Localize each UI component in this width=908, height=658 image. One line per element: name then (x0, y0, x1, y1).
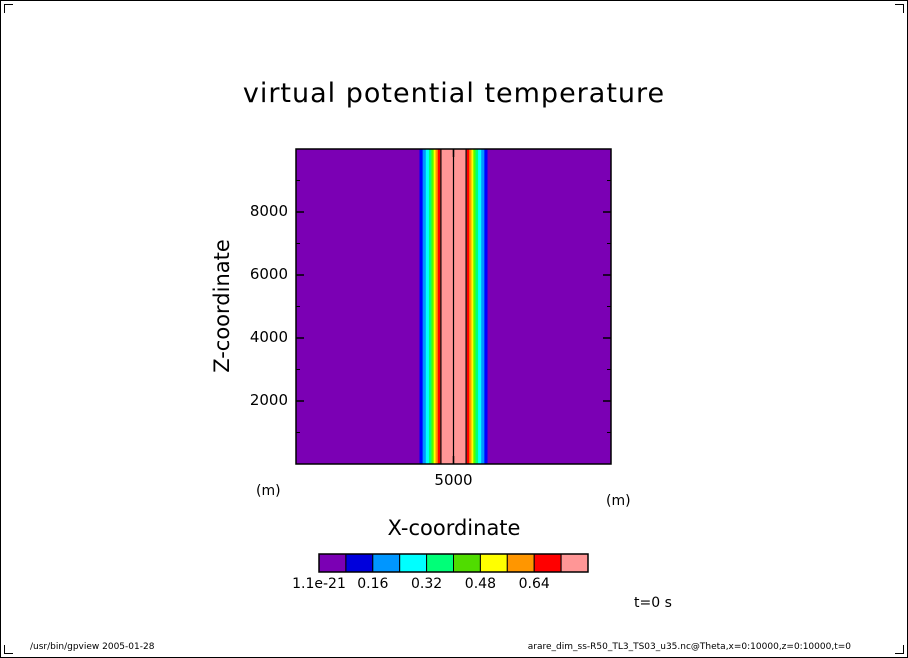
colorbar-label: 0.64 (518, 576, 550, 592)
colorbar-frame (318, 553, 589, 573)
field-band (433, 149, 437, 464)
colorbar-swatch (372, 553, 401, 573)
field-band (425, 149, 430, 464)
colorbar-label: 0.16 (357, 576, 389, 592)
field-band (428, 149, 432, 464)
field-band (469, 149, 472, 464)
colorbar-label: 0.48 (464, 576, 496, 592)
chart-title: virtual potential temperature (242, 78, 666, 109)
y-tick-label: 6000 (249, 265, 288, 283)
field-band (471, 149, 474, 464)
field-band (473, 149, 477, 464)
x-tick-label: 5000 (434, 471, 473, 489)
field-band (478, 149, 482, 464)
time-label: t=0 s (634, 595, 672, 611)
footer-program-info: /usr/bin/gpview 2005-01-28 (30, 642, 155, 652)
y-axis-unit: (m) (256, 483, 281, 499)
field-band (481, 149, 485, 464)
field-band (419, 149, 424, 464)
y-axis-label: Z-coordinate (210, 239, 234, 373)
colorbar-swatch (479, 553, 508, 573)
colorbar-swatch (426, 553, 455, 573)
x-axis-label: X-coordinate (387, 516, 521, 540)
colorbar-swatch (506, 553, 535, 573)
field-band (487, 149, 612, 464)
field-band (437, 149, 441, 464)
colorbar-swatch (533, 553, 562, 573)
field-band (475, 149, 479, 464)
corner-mark-top-left (4, 4, 13, 13)
field-band (484, 149, 489, 464)
colorbar-swatch (560, 553, 589, 573)
colorbar-label: 1.1e-21 (292, 576, 346, 592)
field-band (422, 149, 427, 464)
field-band (431, 149, 435, 464)
field-band (435, 149, 439, 464)
colorbar-swatch (318, 553, 347, 573)
corner-mark-bottom-right (895, 645, 904, 654)
field-band (466, 149, 470, 464)
y-tick-label: 8000 (249, 202, 288, 220)
colorbar-swatch (345, 553, 374, 573)
y-tick-label: 2000 (249, 391, 288, 409)
corner-mark-bottom-left (4, 645, 13, 654)
x-axis-unit: (m) (606, 493, 631, 509)
colorbar-swatch (453, 553, 481, 573)
footer-source-info: arare_dim_ss-R50_TL3_TS03_u35.nc@Theta,x… (527, 642, 851, 652)
colorbar-label: 0.32 (411, 576, 443, 592)
colorbar-swatch (399, 553, 428, 573)
y-tick-label: 4000 (249, 328, 288, 346)
field-band (296, 149, 420, 464)
corner-mark-top-right (895, 4, 904, 13)
